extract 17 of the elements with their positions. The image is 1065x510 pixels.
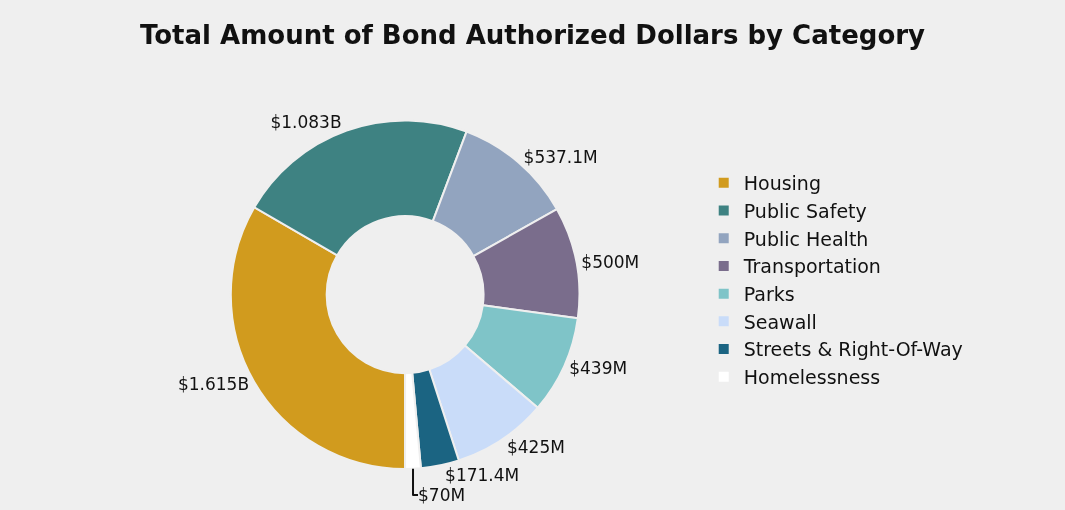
legend-label: Transportation (742, 255, 881, 278)
chart-title: Total Amount of Bond Authorized Dollars by Category (139, 19, 926, 50)
data-label: $1.083B (270, 111, 342, 132)
legend-label: Streets & Right-Of-Way (743, 338, 963, 361)
legend-label: Public Safety (743, 199, 867, 222)
data-label: $537.1M (523, 146, 598, 167)
data-label: $70M (418, 485, 466, 506)
legend-label: Homelessness (743, 366, 881, 389)
legend-label: Public Health (743, 227, 869, 250)
data-label: $439M (569, 357, 628, 378)
data-label: $1.615B (177, 374, 250, 395)
data-label: $171.4M (445, 465, 520, 486)
legend-label: Housing (743, 172, 821, 195)
legend-label: Seawall (743, 310, 817, 333)
legend-label: Parks (743, 283, 795, 306)
data-label: $425M (506, 436, 565, 457)
data-label: $500M (581, 251, 640, 272)
